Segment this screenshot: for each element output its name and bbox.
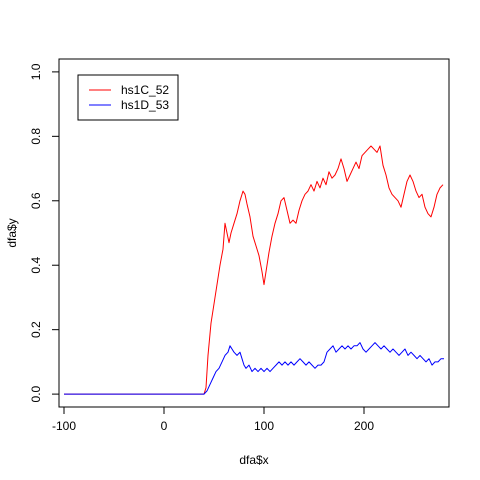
y-tick-label: 0.6 (29, 192, 43, 209)
y-tick-label: 0.0 (29, 385, 43, 402)
series-line-hs1d-53 (64, 342, 444, 395)
y-tick-label: 0.2 (29, 321, 43, 338)
series-layer (64, 145, 444, 395)
series-line-hs1c-52 (64, 145, 444, 395)
y-tick-label: 0.8 (29, 128, 43, 145)
legend-label-hs1d-53: hs1D_53 (121, 98, 169, 112)
x-tick-label: -100 (52, 419, 76, 433)
legend: hs1C_52 hs1D_53 (77, 74, 179, 121)
x-tick-label: 100 (254, 419, 274, 433)
y-axis: 0.0 0.2 0.4 0.6 0.8 1.0 (29, 63, 60, 402)
legend-label-hs1c-52: hs1C_52 (121, 83, 169, 97)
y-tick-label: 0.4 (29, 257, 43, 274)
y-tick-label: 1.0 (29, 63, 43, 80)
legend-box (77, 74, 179, 121)
y-axis-title: dfa$y (5, 218, 19, 247)
x-axis-title: dfa$x (239, 453, 268, 467)
x-tick-label: 200 (354, 419, 374, 433)
x-axis: -100 0 100 200 (52, 406, 374, 433)
x-tick-label: 0 (161, 419, 168, 433)
